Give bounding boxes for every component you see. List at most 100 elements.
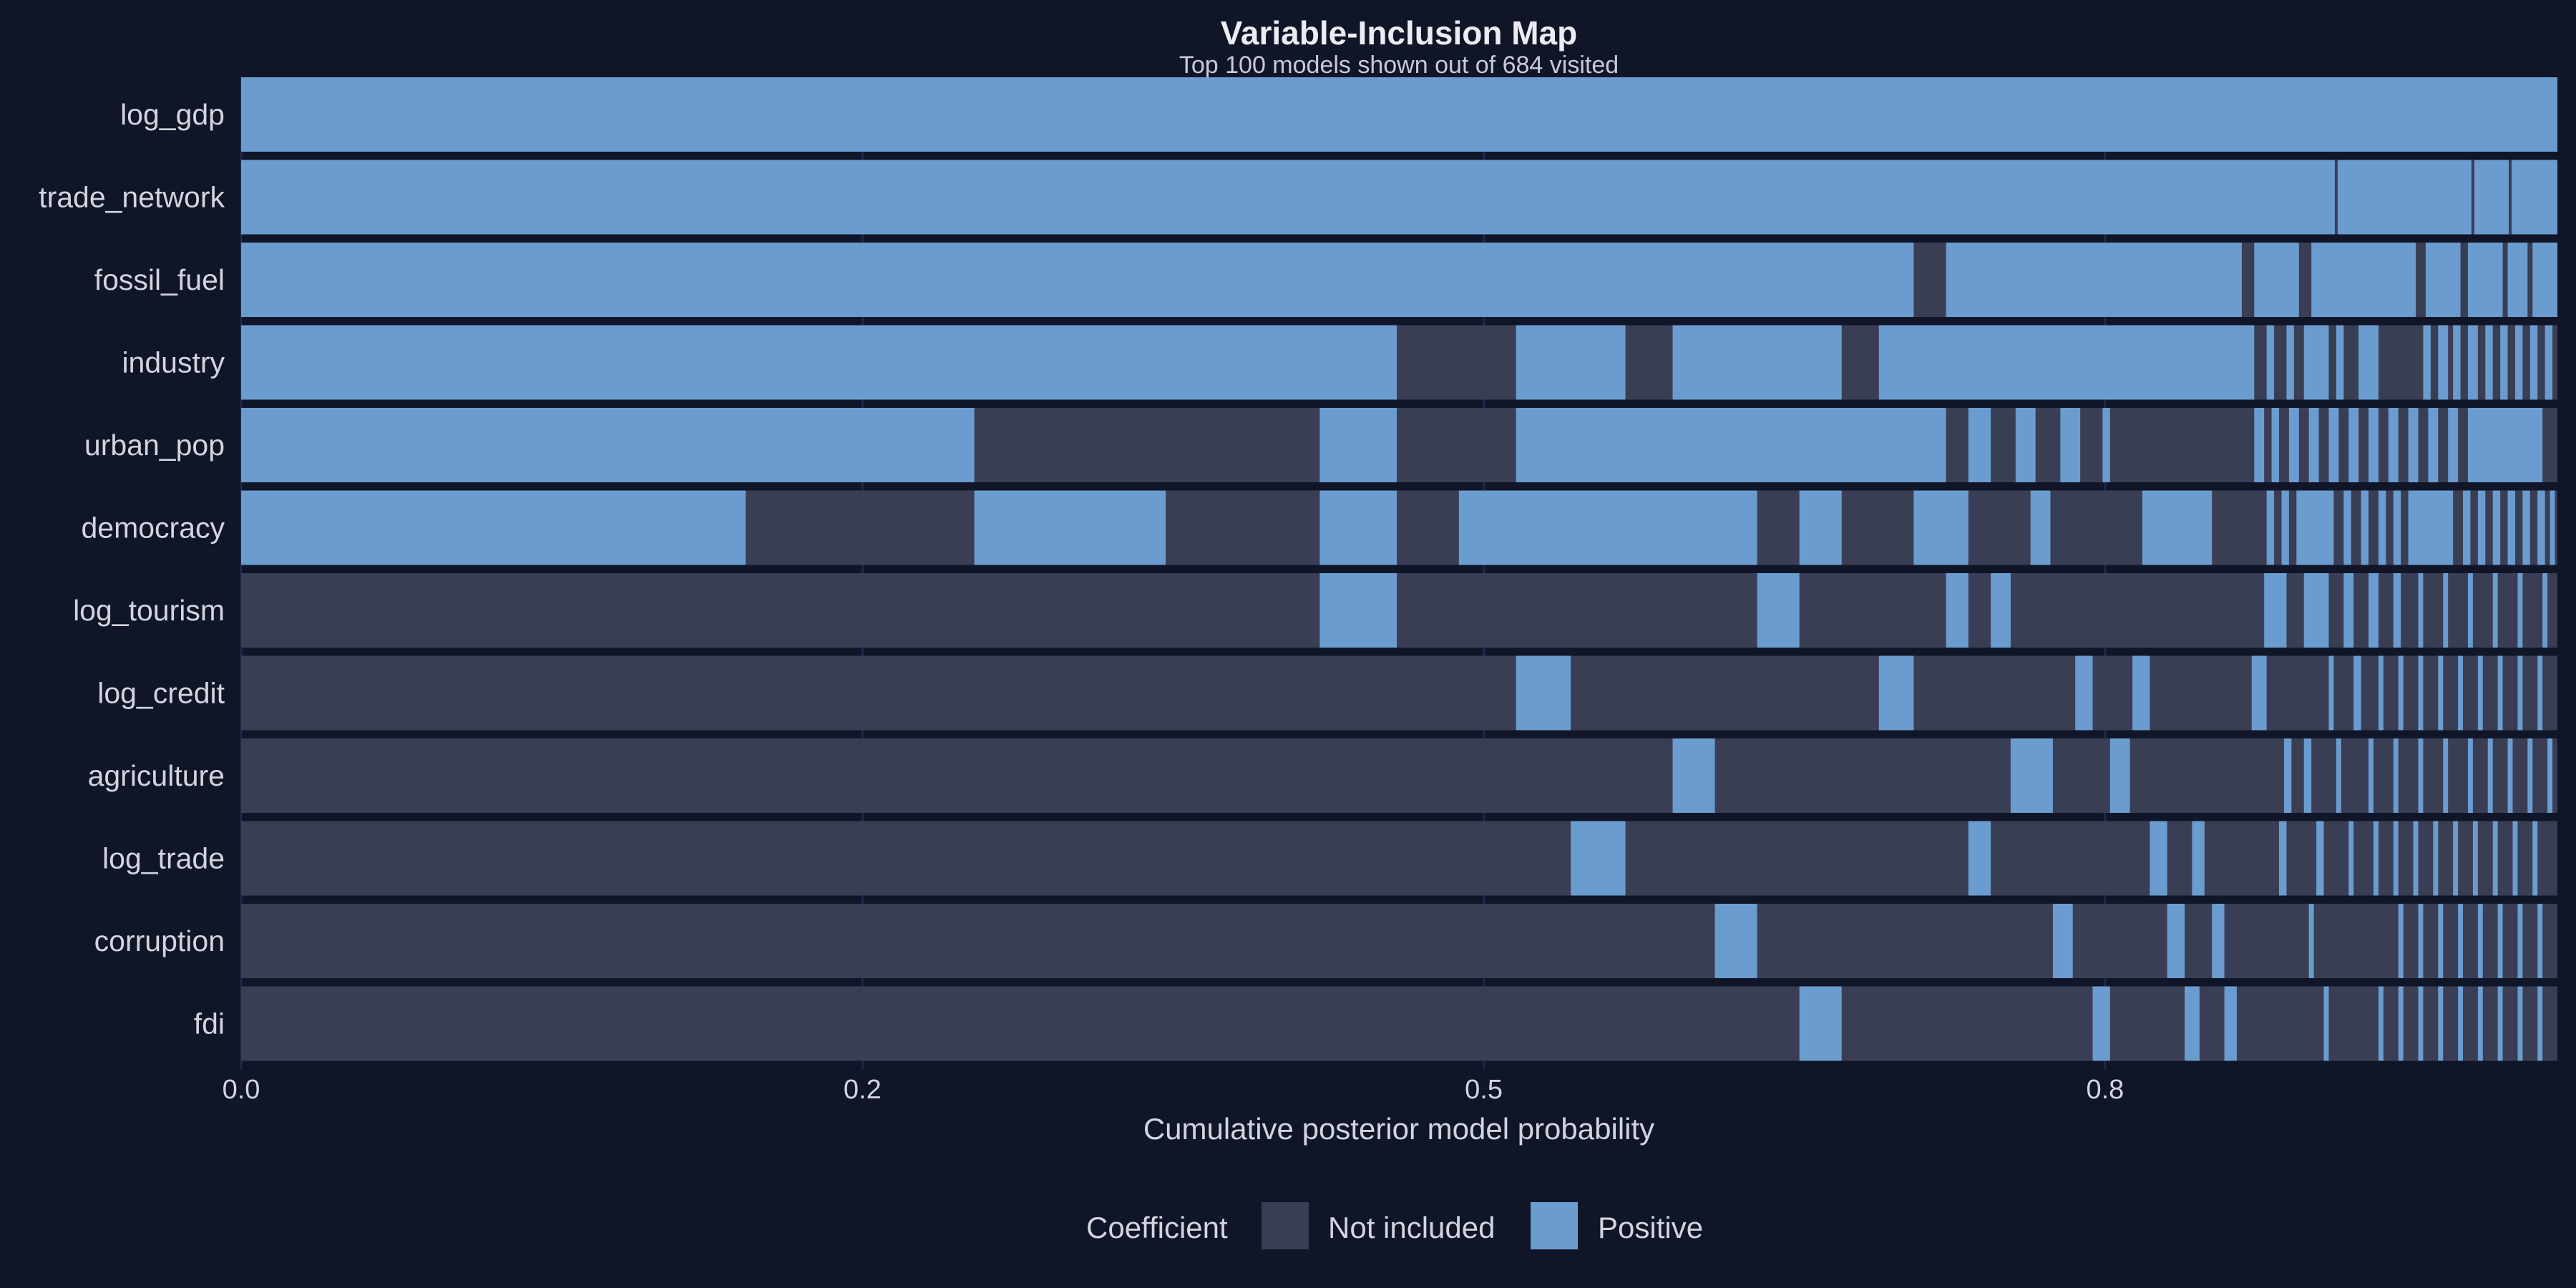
cell-agriculture-positive [2443,738,2449,813]
chart-title: Variable-Inclusion Map [1221,14,1577,52]
cell-log-trade-positive [2192,821,2205,896]
cell-log-trade-positive [2348,821,2354,896]
cell-urban-pop-positive [2428,408,2439,482]
cell-log-tourism-positive [1991,573,2011,648]
variable-label-urban-pop: urban_pop [84,429,225,462]
cell-fdi-positive [2497,986,2503,1061]
variable-label-industry: industry [122,346,225,379]
cell-urban-pop-positive [2254,408,2265,482]
cell-log-tourism-positive [2492,573,2498,648]
cell-log-trade-positive [2316,821,2324,896]
cell-log-tourism-positive [2443,573,2449,648]
cell-agriculture-positive [2283,738,2292,813]
row-agriculture-not-included [241,738,2557,813]
row-log-tourism-not-included [241,573,2557,648]
cell-fossil-fuel-positive [241,243,1914,317]
cell-fossil-fuel-positive [2311,243,2416,317]
cell-fdi-positive [2092,986,2110,1061]
cell-industry-positive [241,325,1397,400]
variable-label-democracy: democracy [81,512,225,545]
cell-fdi-positive [2517,986,2523,1061]
cell-democracy-positive [2492,490,2501,565]
row-corruption-not-included [241,904,2557,978]
cell-log-trade-positive [2453,821,2459,896]
cell-corruption-positive [2517,904,2523,978]
variable-label-fdi: fdi [194,1008,225,1040]
cell-log-tourism-positive [2264,573,2287,648]
cell-urban-pop-positive [1319,408,1397,482]
cell-log-credit-positive [2378,655,2384,731]
legend: Coefficient Not included Positive [1086,1202,1703,1249]
cell-urban-pop-positive [2328,408,2339,482]
cell-democracy-positive [2408,490,2454,565]
cell-democracy-positive [2343,490,2351,565]
cell-log-tourism-positive [1757,573,1800,648]
cell-industry-positive [2514,325,2523,400]
cell-democracy-positive [2281,490,2289,565]
plot-area [241,77,2557,1061]
cell-urban-pop-positive [2448,408,2459,482]
cell-agriculture-positive [1672,738,1715,813]
cell-industry-positive [2453,325,2461,400]
cell-democracy-positive [2030,490,2051,565]
cell-corruption-positive [2167,904,2185,978]
variable-label-agriculture: agriculture [88,759,225,792]
cell-log-credit-positive [2438,655,2444,731]
cell-urban-pop-positive [2388,408,2399,482]
legend-label-not-included: Not included [1328,1211,1495,1244]
cell-log-credit-positive [2477,655,2483,731]
cell-log-credit-positive [2353,655,2361,731]
row-log-trade-not-included [241,821,2557,896]
cell-urban-pop-positive [2368,408,2379,482]
legend-swatch-positive [1531,1202,1578,1249]
cell-log-credit-positive [2132,655,2150,731]
variable-labels: log_gdp trade_network fossil_fuel industry u… [39,98,225,1040]
variable-label-trade-network: trade_network [39,181,225,214]
cell-log-tourism-positive [1946,573,1968,648]
cell-corruption-positive [2052,904,2073,978]
cell-fossil-fuel-positive [2467,243,2503,317]
x-tick-label: 0.5 [1465,1075,1503,1105]
cell-log-credit-positive [2517,655,2523,731]
cell-industry-positive [2529,325,2538,400]
cell-fdi-positive [2323,986,2329,1061]
cell-log-tourism-positive [2542,573,2548,648]
cell-corruption-positive [1714,904,1757,978]
cell-democracy-positive [1799,490,1842,565]
cell-industry-positive [2266,325,2275,400]
variable-label-corruption: corruption [94,924,225,957]
cell-fdi-positive [2477,986,2483,1061]
variable-label-log-credit: log_credit [97,677,225,710]
cell-log-trade-positive [2532,821,2538,896]
cell-fdi-positive [2418,986,2424,1061]
cell-democracy-positive [2296,490,2334,565]
cell-log-trade-positive [2150,821,2167,896]
cell-log-trade-positive [1571,821,1626,896]
cell-industry-positive [2438,325,2449,400]
cell-log-tourism-positive [2467,573,2473,648]
cell-democracy-positive [2393,490,2401,565]
cell-agriculture-positive [2507,738,2513,813]
row-fdi-not-included [241,986,2557,1061]
cell-democracy-positive [2463,490,2471,565]
cell-urban-pop-positive [2060,408,2081,482]
x-tick-label: 0.8 [2086,1075,2124,1105]
cell-log-credit-positive [2075,655,2093,731]
cell-log-tourism-positive [2393,573,2401,648]
variable-label-fossil-fuel: fossil_fuel [94,263,225,296]
cell-industry-positive [2500,325,2508,400]
variable-label-log-tourism: log_tourism [73,594,225,627]
cell-log-tourism-positive [2368,573,2379,648]
cell-agriculture-positive [2527,738,2533,813]
cell-agriculture-positive [2418,738,2424,813]
cell-agriculture-positive [2393,738,2399,813]
cell-log-trade-positive [2279,821,2287,896]
cell-log-tourism-positive [2303,573,2329,648]
cell-log-credit-positive [1878,655,1914,731]
cell-log-trade-positive [1968,821,1991,896]
cell-log-credit-positive [1516,655,1571,731]
legend-swatch-not-included [1262,1202,1309,1249]
cell-fdi-positive [2537,986,2543,1061]
legend-title: Coefficient [1086,1211,1228,1244]
